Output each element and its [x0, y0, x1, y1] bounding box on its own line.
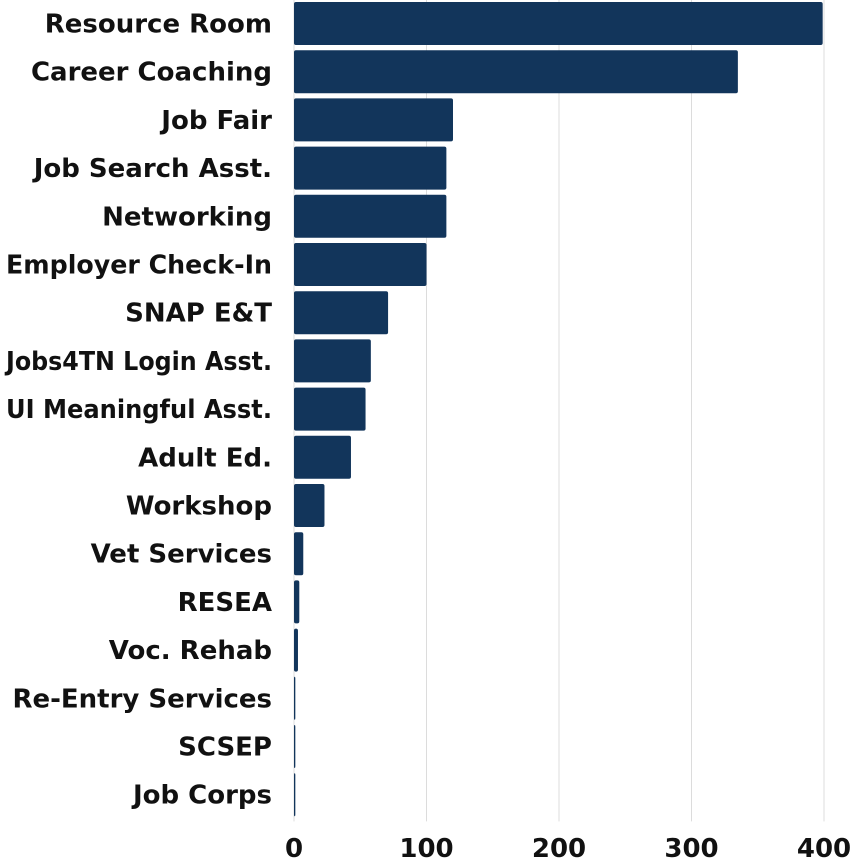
category-label: Career Coaching [31, 58, 272, 88]
bar [294, 50, 738, 94]
bar [294, 387, 366, 431]
bar [294, 628, 298, 672]
bar [294, 435, 351, 479]
category-label: Job Search Asst. [32, 154, 272, 184]
bar [294, 532, 304, 576]
bar [294, 580, 300, 624]
category-label: SCSEP [178, 733, 272, 763]
x-axis-ticks: 0 100 200 300 400 [285, 834, 851, 864]
category-label: Workshop [126, 492, 272, 522]
bar [294, 339, 371, 383]
bar [294, 146, 447, 190]
category-label: Voc. Rehab [109, 636, 272, 666]
bar [294, 484, 325, 527]
category-label: Employer Check-In [6, 251, 272, 281]
bar [294, 243, 427, 286]
bars [294, 2, 823, 817]
x-tick-label: 400 [797, 834, 851, 864]
category-label: SNAP E&T [125, 299, 272, 329]
bar [294, 773, 296, 817]
category-label: Job Corps [131, 781, 272, 811]
category-label: RESEA [178, 588, 272, 618]
bar [294, 2, 823, 45]
category-label: Job Fair [159, 106, 272, 136]
category-label: Vet Services [91, 540, 272, 570]
category-label: UI Meaningful Asst. [6, 395, 272, 425]
x-tick-label: 300 [664, 834, 718, 864]
bar [294, 676, 296, 720]
bar [294, 725, 296, 768]
category-labels: Resource Room Career Coaching Job Fair Job … [4, 10, 272, 811]
category-label: Resource Room [45, 10, 272, 40]
bar [294, 291, 389, 335]
x-tick-label: 200 [532, 834, 586, 864]
bar [294, 194, 447, 238]
x-tick-label: 100 [399, 834, 453, 864]
category-label: Re-Entry Services [12, 684, 272, 714]
category-label: Networking [102, 202, 272, 232]
category-label: Adult Ed. [138, 443, 272, 473]
bar [294, 98, 453, 142]
x-tick-label: 0 [285, 834, 303, 864]
category-label: Jobs4TN Login Asst. [4, 347, 272, 377]
